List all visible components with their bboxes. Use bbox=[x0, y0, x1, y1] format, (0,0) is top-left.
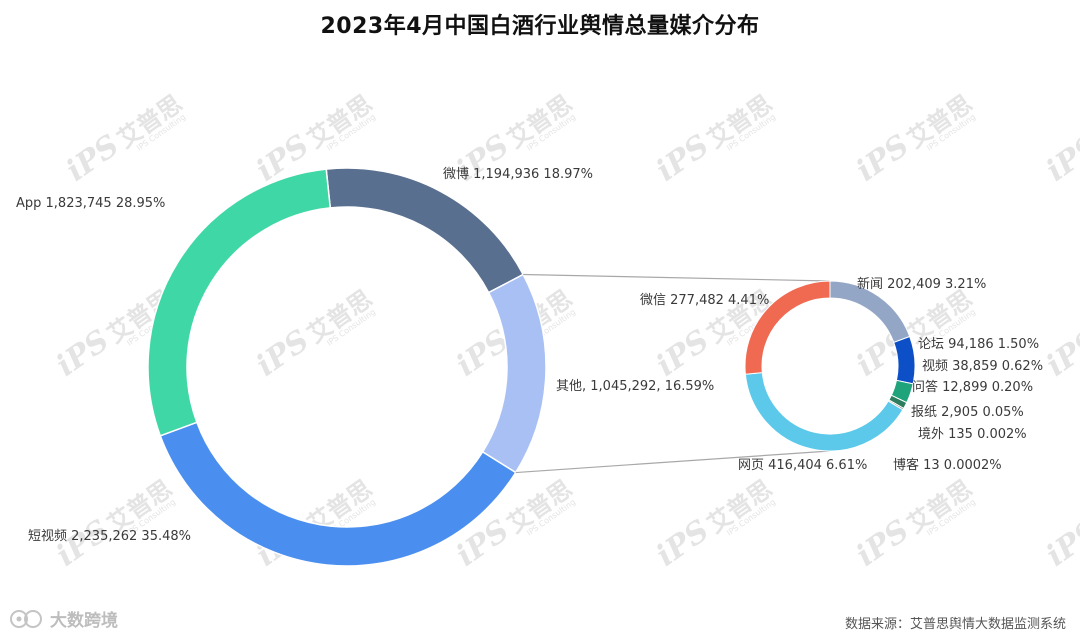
label-web: 网页 416,404 6.61% bbox=[738, 458, 867, 473]
label-other: 其他, 1,045,292, 16.59% bbox=[556, 379, 714, 394]
label-news: 新闻 202,409 3.21% bbox=[857, 276, 986, 292]
label-short-video: 短视频 2,235,262 35.48% bbox=[28, 529, 191, 544]
slice-app bbox=[147, 168, 332, 437]
chart-title: 2023年4月中国白酒行业舆情总量媒介分布 bbox=[320, 14, 760, 39]
footer-brand-text: 大数跨境 bbox=[50, 611, 118, 631]
label-qa: 问答 12,899 0.20% bbox=[912, 379, 1033, 395]
slice-other bbox=[481, 273, 547, 474]
label-wechat: 微信 277,482 4.41% bbox=[640, 293, 769, 308]
label-weibo: 微博 1,194,936 18.97% bbox=[443, 167, 593, 182]
brand-logo-icon bbox=[8, 608, 46, 630]
label-overseas: 境外 135 0.002% bbox=[918, 427, 1027, 442]
label-forum: 论坛 94,186 1.50% bbox=[918, 337, 1039, 352]
label-app: App 1,823,745 28.95% bbox=[16, 196, 165, 211]
label-blog: 博客 13 0.0002% bbox=[893, 457, 1002, 473]
slice-wechat bbox=[744, 280, 831, 375]
slice-short-video bbox=[159, 421, 517, 567]
connector-line-top bbox=[523, 273, 831, 282]
label-video: 视频 38,859 0.62% bbox=[922, 359, 1043, 374]
connector-line-bottom bbox=[515, 450, 831, 474]
label-newspaper: 报纸 2,905 0.05% bbox=[911, 405, 1024, 420]
data-source: 数据来源：艾普思舆情大数据监测系统 bbox=[844, 617, 1066, 632]
slice-web bbox=[744, 372, 904, 452]
slice-forum bbox=[893, 335, 916, 385]
slice-weibo bbox=[325, 167, 525, 294]
footer-brand: 大数跨境 bbox=[8, 606, 118, 631]
